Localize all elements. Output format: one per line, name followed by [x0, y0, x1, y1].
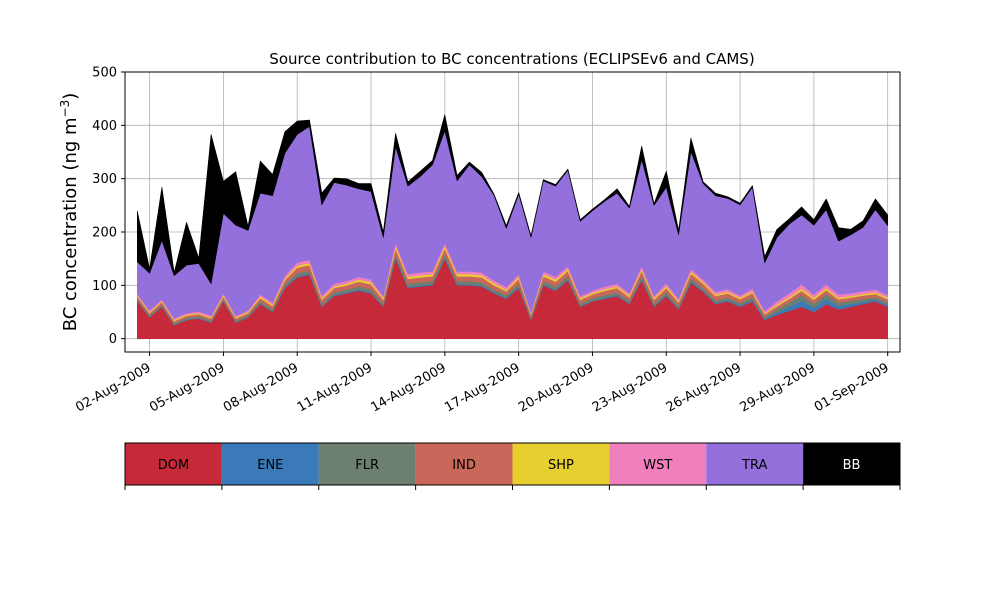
y-tick-label: 0: [109, 332, 117, 347]
x-tick-label: 11-Aug-2009: [295, 360, 375, 415]
y-axis: 0 100 200 300 400 500: [92, 66, 125, 347]
area-stack: [137, 114, 888, 339]
y-tick-label: 500: [92, 66, 117, 81]
y-tick-label: 400: [92, 119, 117, 134]
legend-label-ind: IND: [452, 458, 476, 473]
x-tick-label: 02-Aug-2009: [73, 360, 153, 415]
legend-label-tra: TRA: [741, 458, 767, 473]
x-tick-label: 01-Sep-2009: [812, 360, 892, 415]
x-tick-label: 17-Aug-2009: [442, 360, 522, 415]
legend-swatch-shp: [512, 443, 610, 485]
legend-label-shp: SHP: [548, 458, 574, 473]
y-axis-label-main: BC concentration (ng m: [60, 117, 81, 331]
y-axis-label: BC concentration (ng m−3): [58, 93, 81, 332]
y-axis-label-suffix: ): [60, 93, 81, 100]
x-tick-label: 23-Aug-2009: [590, 360, 670, 415]
legend-label-dom: DOM: [158, 458, 189, 473]
y-tick-label: 200: [92, 226, 117, 241]
y-axis-label-superscript: −3: [58, 100, 72, 118]
x-tick-label: 14-Aug-2009: [369, 360, 449, 415]
legend-label-ene: ENE: [257, 458, 283, 473]
legend-swatch-dom: [125, 443, 222, 485]
x-tick-label: 26-Aug-2009: [664, 360, 744, 415]
x-tick-label: 20-Aug-2009: [516, 360, 596, 415]
legend-label-flr: FLR: [355, 458, 379, 473]
legend-swatch-bb: [803, 443, 900, 485]
legend-label-bb: BB: [843, 458, 861, 473]
legend-swatch-ene: [221, 443, 319, 485]
x-tick-label: 08-Aug-2009: [221, 360, 301, 415]
legend-swatch-ind: [415, 443, 513, 485]
x-axis: 02-Aug-200905-Aug-200908-Aug-200911-Aug-…: [73, 352, 892, 416]
x-tick-label: 05-Aug-2009: [147, 360, 227, 415]
legend-swatch-tra: [706, 443, 804, 485]
area-bb: [137, 114, 888, 284]
legend-label-wst: WST: [643, 458, 672, 473]
chart-title: Source contribution to BC concentrations…: [269, 50, 754, 68]
legend-colorbar: DOM ENE FLR IND SHP WST TRA BB: [124, 442, 901, 490]
legend-swatch-flr: [318, 443, 416, 485]
y-tick-label: 100: [92, 279, 117, 294]
y-tick-label: 300: [92, 172, 117, 187]
x-tick-label: 29-Aug-2009: [738, 360, 818, 415]
plot-frame: [124, 71, 901, 353]
legend-swatch-wst: [609, 443, 707, 485]
